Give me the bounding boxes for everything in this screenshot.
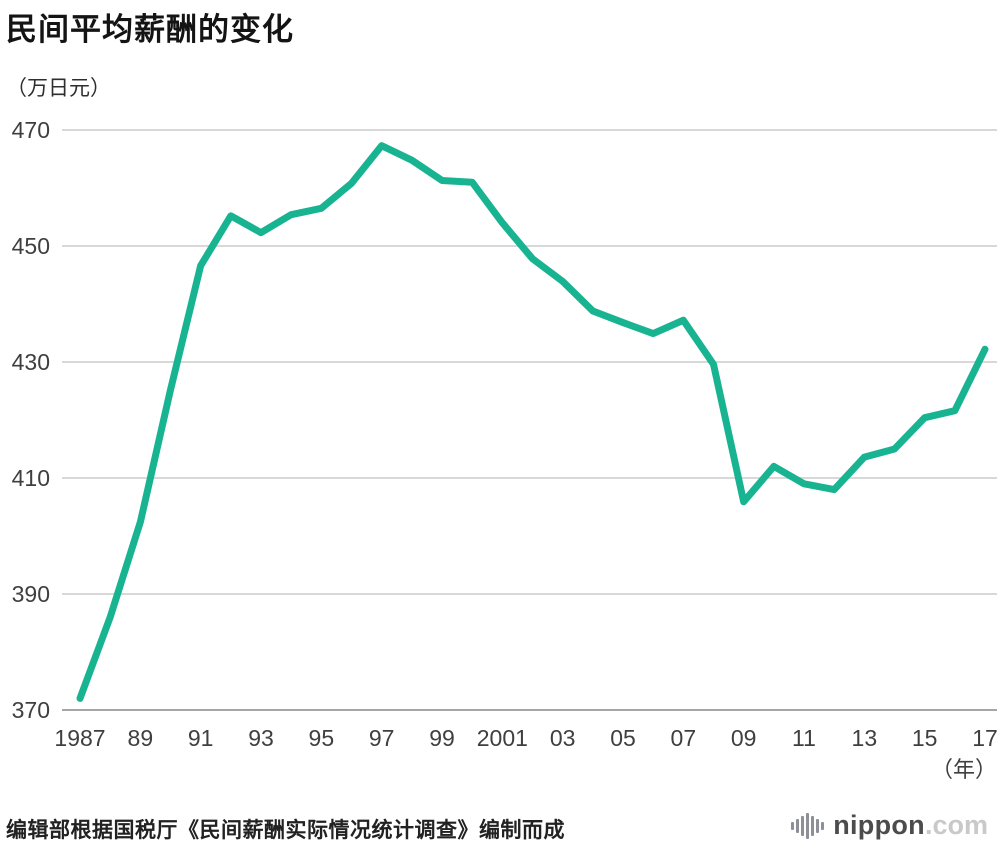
y-tick-label: 430 [12,349,50,375]
logo-tld: .com [924,810,988,840]
equalizer-bars-icon [791,812,826,839]
x-tick-label: 17 [972,725,998,751]
page-title: 民间平均薪酬的变化 [6,12,294,47]
x-tick-label: 07 [671,725,697,751]
x-tick-label: 89 [128,725,154,751]
x-tick-label: 93 [248,725,274,751]
y-tick-label: 390 [12,581,50,607]
x-tick-label: 13 [852,725,878,751]
x-tick-label: 99 [429,725,455,751]
y-tick-label: 370 [12,697,50,723]
line-chart: 370 390 410 430 450 470 1987 89 91 93 95 97 99 2001 03… [12,117,998,782]
y-tick-label: 410 [12,465,50,491]
x-tick-label: 97 [369,725,395,751]
x-tick-label: 11 [792,725,816,751]
source-note: 编辑部根据国税厅《民间薪酬实际情况统计调查》编制而成 [6,819,565,842]
x-tick-label: 15 [912,725,938,751]
salary-line [76,142,989,702]
x-tick-label: 05 [610,725,636,751]
nippon-logo: nippon .com [791,810,988,841]
x-tick-label: 09 [731,725,757,751]
y-axis-unit-label: （万日元） [6,77,111,100]
x-tick-label: 03 [550,725,576,751]
y-tick-label: 450 [12,233,50,259]
x-tick-label: 91 [188,725,214,751]
y-tick-label: 470 [12,117,50,143]
x-axis-unit-label: （年） [931,757,997,782]
logo-text: nippon [833,810,925,840]
x-tick-label: 1987 [54,725,105,751]
x-tick-label: 2001 [477,725,528,751]
x-tick-label: 95 [309,725,335,751]
